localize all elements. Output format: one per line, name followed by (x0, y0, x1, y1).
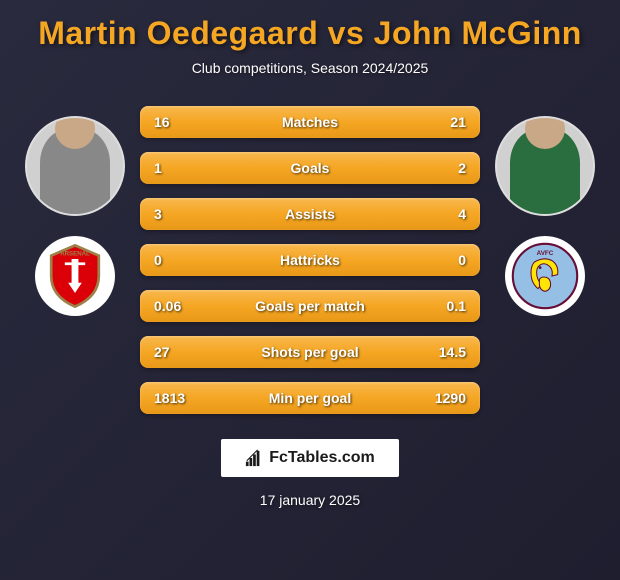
footer-date: 17 january 2025 (260, 492, 360, 508)
stat-bar-assists: 3 Assists 4 (140, 198, 480, 230)
stat-left-value: 27 (154, 344, 170, 360)
svg-text:ARSENAL: ARSENAL (60, 251, 90, 258)
svg-text:AVFC: AVFC (537, 250, 554, 257)
comparison-title: Martin Oedegaard vs John McGinn (38, 15, 582, 52)
player-right-photo (495, 116, 595, 216)
stat-left-value: 0 (154, 252, 162, 268)
content-area: ARSENAL 16 Matches 21 1 Goals 2 3 Assist… (10, 106, 610, 414)
stat-label: Assists (285, 206, 335, 222)
stat-bar-goals: 1 Goals 2 (140, 152, 480, 184)
player-left-photo (25, 116, 125, 216)
stat-label: Min per goal (269, 390, 351, 406)
stats-column: 16 Matches 21 1 Goals 2 3 Assists 4 0 Ha… (140, 106, 480, 414)
stat-label: Goals per match (255, 298, 365, 314)
stat-label: Hattricks (280, 252, 340, 268)
stat-right-value: 2 (458, 160, 466, 176)
footer-brand-logo: FcTables.com (221, 439, 399, 477)
club-badge-right: AVFC (505, 236, 585, 316)
club-badge-left: ARSENAL (35, 236, 115, 316)
stat-label: Shots per goal (261, 344, 358, 360)
stat-label: Goals (291, 160, 330, 176)
stat-right-value: 14.5 (439, 344, 466, 360)
right-column: AVFC (495, 106, 595, 316)
footer-brand-text: FcTables.com (269, 449, 375, 467)
stat-right-value: 21 (450, 114, 466, 130)
stat-right-value: 4 (458, 206, 466, 222)
stat-label: Matches (282, 114, 338, 130)
stat-bar-shots-per-goal: 27 Shots per goal 14.5 (140, 336, 480, 368)
aston-villa-crest-icon: AVFC (510, 241, 580, 311)
stat-bar-min-per-goal: 1813 Min per goal 1290 (140, 382, 480, 414)
stat-bar-hattricks: 0 Hattricks 0 (140, 244, 480, 276)
stat-left-value: 1813 (154, 390, 185, 406)
stat-right-value: 1290 (435, 390, 466, 406)
stat-left-value: 0.06 (154, 298, 181, 314)
stat-right-value: 0.1 (447, 298, 466, 314)
fctables-icon (245, 449, 263, 467)
left-column: ARSENAL (25, 106, 125, 316)
stat-left-value: 3 (154, 206, 162, 222)
stat-left-value: 16 (154, 114, 170, 130)
subtitle: Club competitions, Season 2024/2025 (192, 60, 429, 76)
arsenal-crest-icon: ARSENAL (41, 242, 109, 310)
stat-right-value: 0 (458, 252, 466, 268)
stat-left-value: 1 (154, 160, 162, 176)
stat-bar-matches: 16 Matches 21 (140, 106, 480, 138)
stat-bar-goals-per-match: 0.06 Goals per match 0.1 (140, 290, 480, 322)
